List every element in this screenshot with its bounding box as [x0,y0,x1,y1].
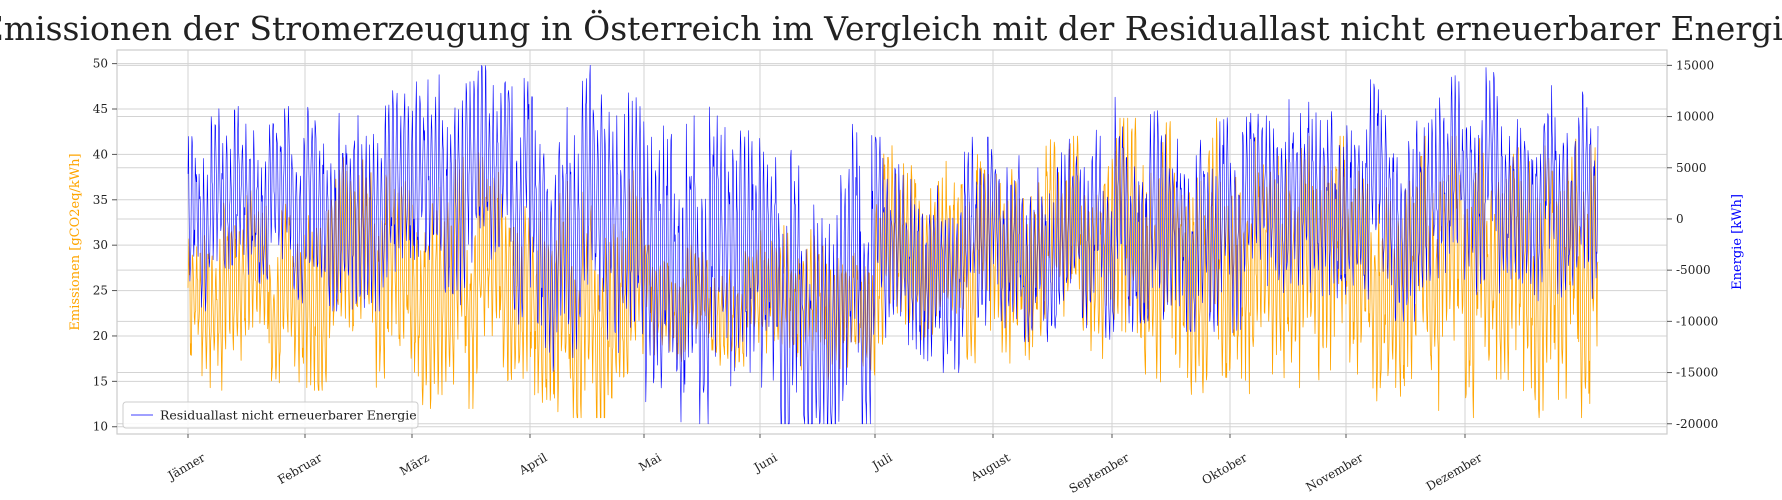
chart-title: Emissionen der Stromerzeugung in Österre… [0,8,1782,48]
legend: Residuallast nicht erneuerbarer Energie [122,401,419,429]
tick-label-right: -20000 [1676,417,1718,431]
y-axis-left-ticks: 10 15 20 25 30 35 40 45 50 [93,57,117,434]
tick-label-left: 50 [93,57,108,71]
tick-label-left: 15 [93,374,108,388]
tick-label-right: 10000 [1676,110,1714,124]
line-residuallast [187,65,1599,425]
tick-label-right: -5000 [1676,263,1711,277]
tick-label-right: 5000 [1676,161,1707,175]
tick-label-left: 35 [93,193,108,207]
tick-label-left: 10 [93,420,108,434]
y-axis-right-label: Energie [kWh] [1730,194,1745,290]
series-residuallast [187,65,1599,425]
tick-label-left: 25 [93,284,108,298]
tick-label-right: -10000 [1676,314,1718,328]
tick-label-left: 20 [93,329,108,343]
tick-label-left: 45 [93,102,108,116]
legend-label-residuallast: Residuallast nicht erneuerbarer Energie [160,408,417,423]
tick-label-left: 30 [93,238,108,252]
tick-label-right: 0 [1676,212,1684,226]
y-axis-left-label: Emissionen [gCO2eq/kWh] [68,153,83,330]
tick-label-left: 40 [93,147,108,161]
plot-frame [116,49,1668,435]
tick-label-right: 15000 [1676,58,1714,72]
tick-label-right: -15000 [1676,366,1718,380]
y-axis-right-ticks: -20000 -15000 -10000 -5000 0 5000 10000 15000 [1667,58,1718,431]
legend-box [122,401,419,429]
